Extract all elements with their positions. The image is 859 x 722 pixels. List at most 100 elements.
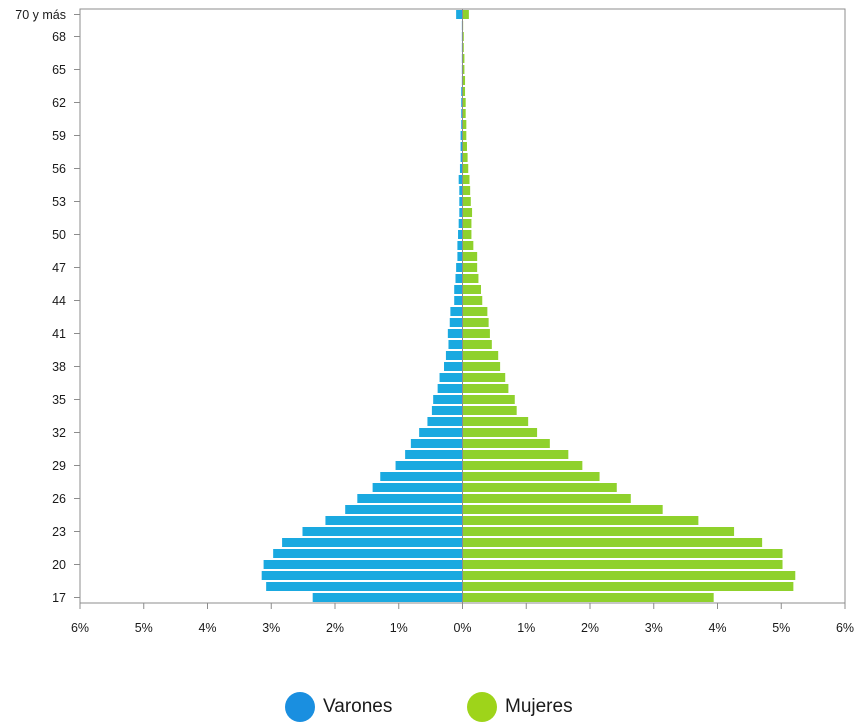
bar-mujeres-27 (462, 483, 617, 492)
bar-mujeres-70-y-más (462, 10, 469, 19)
bar-mujeres-25 (462, 505, 663, 514)
bar-mujeres-51 (462, 219, 472, 228)
bar-mujeres-38 (462, 362, 501, 371)
x-tick-label: 2% (581, 621, 599, 635)
legend-item-mujeres: Mujeres (467, 692, 573, 722)
bar-mujeres-31 (462, 439, 550, 448)
bar-varones-56 (459, 164, 463, 173)
bar-varones-52 (459, 208, 463, 217)
bar-mujeres-34 (462, 406, 517, 415)
y-tick-label-68: 68 (52, 30, 66, 44)
bar-varones-18 (266, 582, 463, 591)
bar-mujeres-30 (462, 450, 569, 459)
x-tick-label: 1% (390, 621, 408, 635)
bar-varones-33 (427, 417, 463, 426)
x-tick-label: 1% (517, 621, 535, 635)
bar-varones-49 (457, 241, 463, 250)
x-tick-label: 4% (708, 621, 726, 635)
bar-mujeres-52 (462, 208, 473, 217)
x-tick-label: 0% (453, 621, 471, 635)
bar-mujeres-39 (462, 351, 499, 360)
bar-varones-39 (445, 351, 463, 360)
bar-varones-58 (460, 142, 463, 151)
bar-varones-31 (410, 439, 463, 448)
y-tick-label-26: 26 (52, 492, 66, 506)
bar-varones-63 (461, 87, 463, 96)
bar-varones-53 (459, 197, 463, 206)
bar-mujeres-61 (462, 109, 466, 118)
bar-varones-40 (448, 340, 463, 349)
y-tick-label-35: 35 (52, 393, 66, 407)
bar-varones-55 (458, 175, 463, 184)
bar-varones-35 (433, 395, 463, 404)
y-tick-label-23: 23 (52, 525, 66, 539)
bar-varones-28 (380, 472, 463, 481)
bar-varones-44 (454, 296, 463, 305)
bar-mujeres-20 (462, 560, 783, 569)
bar-varones-26 (357, 494, 463, 503)
bar-mujeres-18 (462, 582, 794, 591)
x-tick-label: 3% (262, 621, 280, 635)
x-tick-label: 3% (645, 621, 663, 635)
legend-item-varones: Varones (285, 692, 392, 722)
bar-mujeres-58 (462, 142, 467, 151)
y-tick-label-62: 62 (52, 96, 66, 110)
bar-mujeres-43 (462, 307, 488, 316)
bar-mujeres-29 (462, 461, 583, 470)
bar-varones-25 (345, 505, 463, 514)
bar-mujeres-19 (462, 571, 796, 580)
bar-mujeres-48 (462, 252, 478, 261)
bar-varones-34 (431, 406, 463, 415)
bar-varones-17 (312, 593, 463, 602)
bar-varones-46 (455, 274, 463, 283)
bar-mujeres-64 (462, 76, 466, 85)
legend-swatch-mujeres (467, 692, 497, 722)
bar-varones-20 (263, 560, 463, 569)
bar-varones-59 (460, 131, 463, 140)
y-tick-label-41: 41 (52, 327, 66, 341)
bar-varones-38 (444, 362, 463, 371)
bar-mujeres-33 (462, 417, 529, 426)
bar-mujeres-41 (462, 329, 490, 338)
bar-varones-24 (325, 516, 463, 525)
x-tick-label: 6% (836, 621, 854, 635)
bar-varones-45 (454, 285, 463, 294)
bar-mujeres-17 (462, 593, 714, 602)
bar-mujeres-37 (462, 373, 506, 382)
bar-mujeres-63 (462, 87, 466, 96)
y-tick-label-17: 17 (52, 591, 66, 605)
bar-varones-23 (302, 527, 463, 536)
x-tick-label: 5% (135, 621, 153, 635)
y-tick-label-59: 59 (52, 129, 66, 143)
bar-mujeres-66 (462, 54, 465, 63)
y-tick-label-56: 56 (52, 162, 66, 176)
bar-mujeres-40 (462, 340, 492, 349)
bar-mujeres-68 (462, 32, 464, 41)
bar-mujeres-47 (462, 263, 478, 272)
x-tick-label: 5% (772, 621, 790, 635)
bar-varones-30 (405, 450, 463, 459)
y-tick-label-20: 20 (52, 558, 66, 572)
bar-mujeres-67 (462, 43, 464, 52)
bar-mujeres-46 (462, 274, 479, 283)
y-tick-label-65: 65 (52, 63, 66, 77)
chart-svg: 17 20 23 26 29 32 35 38 41 44 47 50 53 56 59 62 65 68 70 y… (15, 8, 854, 635)
y-tick-label-44: 44 (52, 294, 66, 308)
x-tick-label: 4% (198, 621, 216, 635)
bar-mujeres-23 (462, 527, 735, 536)
bar-mujeres-36 (462, 384, 509, 393)
bar-varones-27 (372, 483, 463, 492)
bar-mujeres-32 (462, 428, 538, 437)
bar-varones-50 (458, 230, 463, 239)
bar-varones-43 (450, 307, 463, 316)
y-tick-label-29: 29 (52, 459, 66, 473)
bar-varones-51 (458, 219, 463, 228)
bar-mujeres-35 (462, 395, 515, 404)
bar-mujeres-55 (462, 175, 470, 184)
bar-mujeres-56 (462, 164, 469, 173)
legend-swatch-varones (285, 692, 315, 722)
bar-mujeres-65 (462, 65, 465, 74)
bar-mujeres-59 (462, 131, 467, 140)
y-tick-label-53: 53 (52, 195, 66, 209)
bar-varones-57 (460, 153, 463, 162)
